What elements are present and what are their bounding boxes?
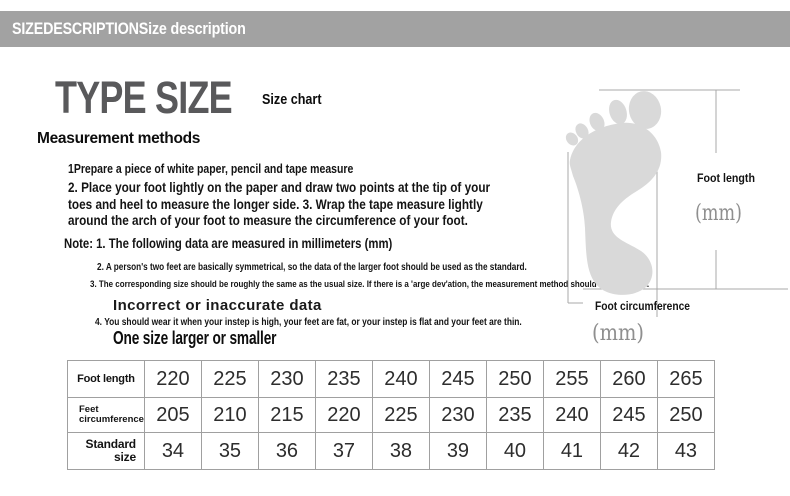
instruction-line: around the arch of your foot to measure …	[68, 212, 468, 228]
size-cell: 42	[599, 432, 658, 470]
size-cell: 215	[257, 397, 316, 433]
note-1: Note: 1. The following data are measured…	[64, 236, 393, 251]
page-title: TYPE SIZE	[55, 72, 233, 123]
foot-length-unit: (mm)	[695, 201, 742, 226]
one-size-heading: One size larger or smaller	[113, 328, 277, 348]
foot-circumference-unit: (mm)	[592, 321, 644, 346]
incorrect-data-heading: Incorrect or inaccurate data	[113, 297, 322, 314]
size-cell: 245	[428, 360, 487, 398]
size-cell: 235	[485, 397, 544, 433]
foot-length-label: Foot length	[697, 171, 755, 185]
note-4: 4. You should wear it when your instep i…	[95, 317, 522, 328]
size-cell: 40	[485, 432, 544, 470]
table-row-feet-circumference: Feet circumference 205 210 215 220 225 2…	[67, 397, 715, 433]
size-cell: 210	[200, 397, 259, 433]
size-cell: 225	[200, 360, 259, 398]
foot-left-guide-line	[567, 152, 583, 304]
instruction-steps-2-3: 2. Place your foot lightly on the paper …	[68, 179, 570, 229]
foot-circumference-label: Foot circumference	[595, 299, 690, 313]
size-cell: 255	[542, 360, 601, 398]
size-cell: 39	[428, 432, 487, 470]
section-header-bar: SIZEDESCRIPTIONSize description	[0, 11, 790, 47]
size-cell: 260	[599, 360, 658, 398]
size-cell: 245	[599, 397, 658, 433]
note-3: 3. The corresponding size should be roug…	[90, 279, 650, 290]
table-row-foot-length: Foot length 220 225 230 235 240 245 250 …	[67, 360, 715, 398]
size-cell: 250	[656, 397, 715, 433]
size-cell: 35	[200, 432, 259, 470]
instruction-step-1: 1Prepare a piece of white paper, pencil …	[68, 162, 354, 176]
size-table: Foot length 220 225 230 235 240 245 250 …	[67, 360, 715, 470]
size-cell: 230	[428, 397, 487, 433]
table-row-standard-size: Standard size 34 35 36 37 38 39 40 41 42…	[67, 432, 715, 470]
size-cell: 36	[257, 432, 316, 470]
foot-measurement-diagram: Foot length (mm) Foot circumference (mm)	[565, 89, 788, 346]
size-cell: 43	[656, 432, 715, 470]
size-cell: 34	[143, 432, 202, 470]
size-cell: 220	[143, 360, 202, 398]
size-cell: 225	[371, 397, 430, 433]
note-2: 2. A person's two feet are basically sym…	[97, 262, 527, 273]
row-header: Feet circumference	[67, 397, 145, 433]
size-cell: 38	[371, 432, 430, 470]
size-cell: 220	[314, 397, 373, 433]
page-subtitle: Size chart	[262, 91, 322, 108]
size-cell: 265	[656, 360, 715, 398]
size-cell: 41	[542, 432, 601, 470]
footprint-icon	[565, 91, 662, 295]
section-header-title: SIZEDESCRIPTIONSize description	[12, 19, 246, 38]
row-header: Foot length	[67, 360, 145, 398]
size-cell: 37	[314, 432, 373, 470]
measurement-methods-heading: Measurement methods	[37, 130, 201, 147]
size-cell: 230	[257, 360, 316, 398]
row-header: Standard size	[67, 432, 145, 470]
size-cell: 240	[542, 397, 601, 433]
size-cell: 235	[314, 360, 373, 398]
size-cell: 205	[143, 397, 202, 433]
instruction-line: 2. Place your foot lightly on the paper …	[68, 179, 491, 195]
size-cell: 250	[485, 360, 544, 398]
instruction-line: toes and heel to measure the longer side…	[68, 195, 483, 212]
size-cell: 240	[371, 360, 430, 398]
